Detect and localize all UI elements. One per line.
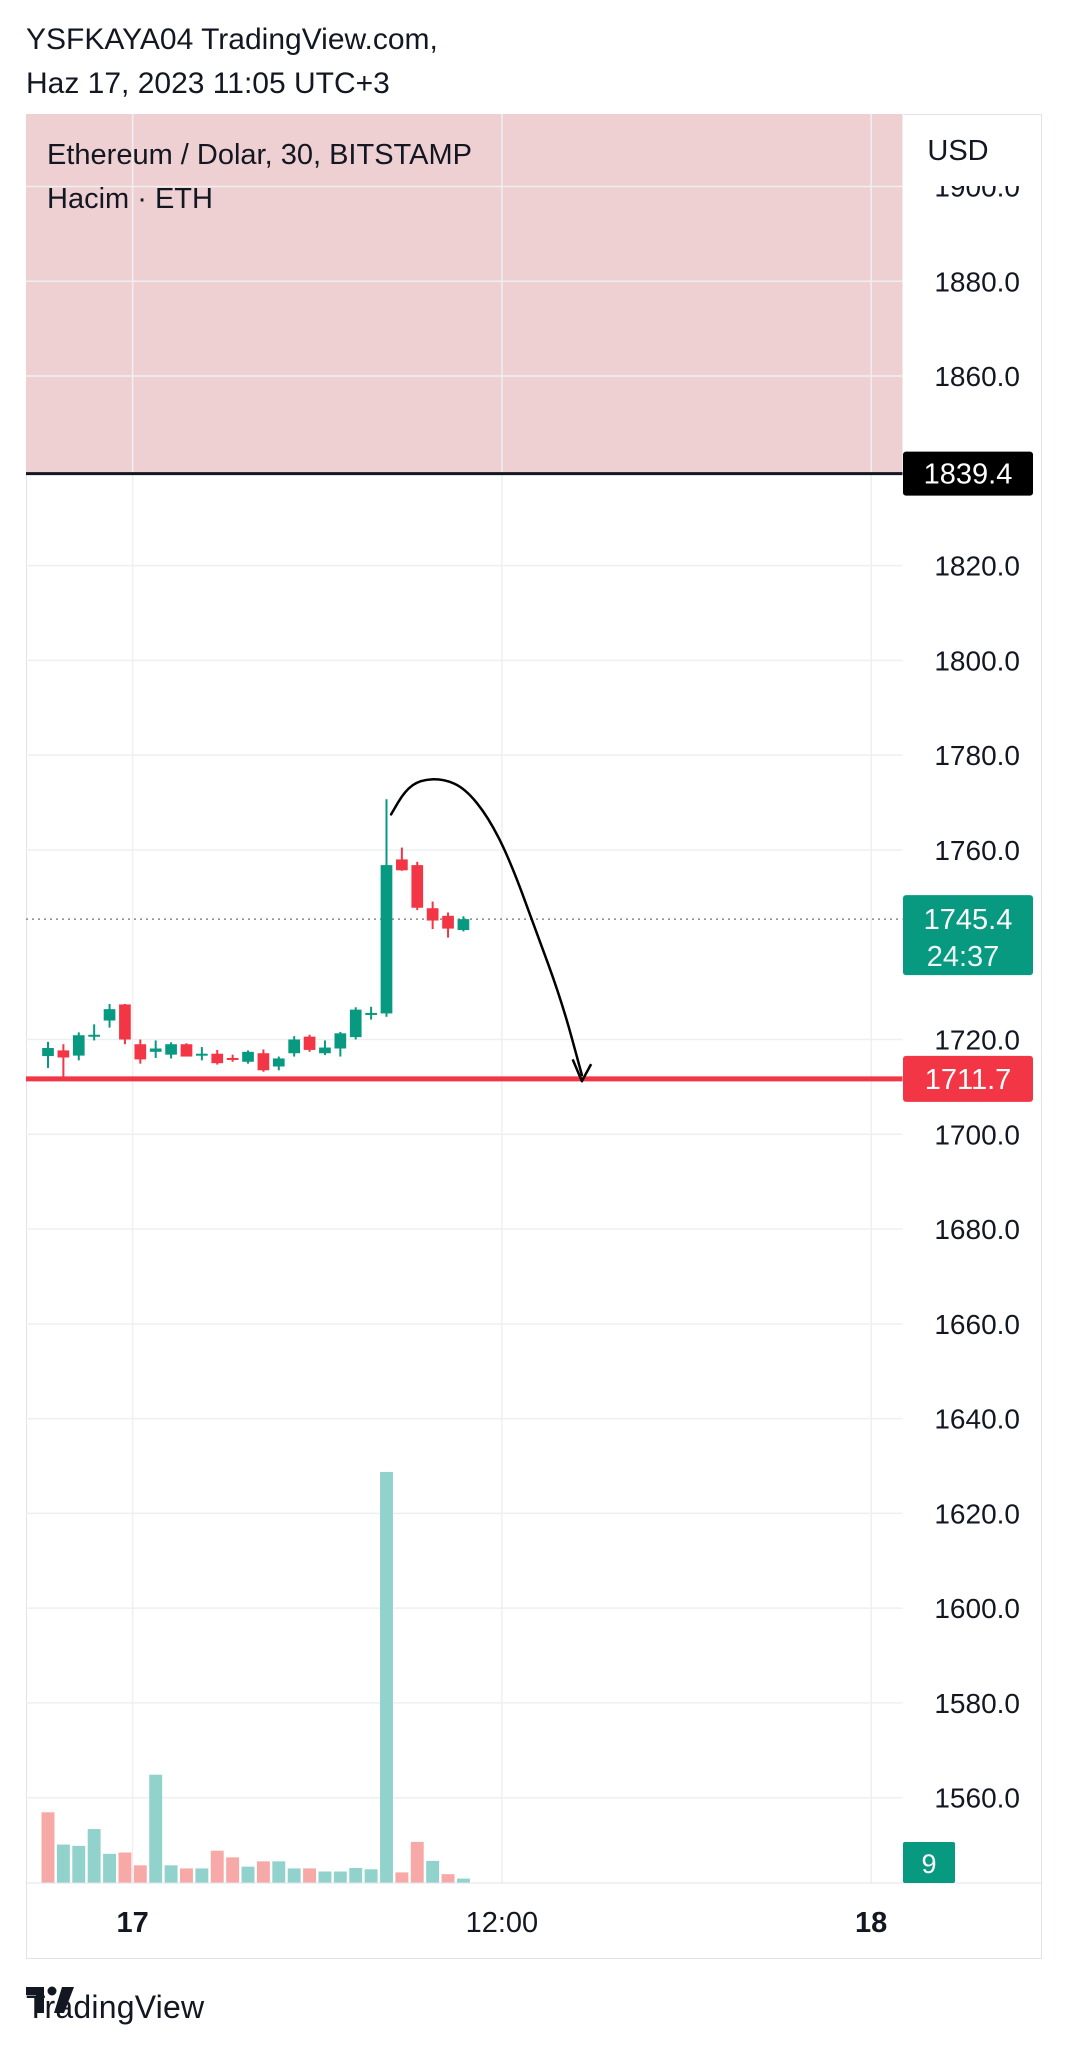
volume-legend: Hacim · ETH (47, 183, 213, 215)
candle-body (365, 1012, 377, 1015)
price-tick-label: 1820.0 (934, 551, 1020, 582)
time-tick-label: 18 (855, 1907, 887, 1939)
volume-bar (103, 1853, 117, 1883)
support-price-badge (903, 1055, 1033, 1102)
price-tick-label: 1800.0 (934, 645, 1020, 676)
candle-body (457, 919, 470, 931)
plot-area (26, 114, 903, 1883)
volume-bar (133, 1865, 147, 1883)
volume-bar (287, 1868, 301, 1883)
candle-body (196, 1053, 208, 1056)
candle-body (165, 1044, 177, 1055)
last-price-label: 1745.4 (924, 904, 1013, 936)
footer-brand: TradingView (26, 1985, 204, 2029)
candle-body (242, 1051, 254, 1062)
tradingview-logo-icon (26, 1986, 74, 2013)
candle-body (288, 1039, 301, 1054)
resistance-price-badge (903, 451, 1033, 496)
volume-bar (241, 1866, 255, 1883)
price-tick-label: 1680.0 (934, 1214, 1020, 1245)
candle-body (88, 1034, 101, 1037)
candle-body (211, 1053, 224, 1064)
candle-body (380, 865, 393, 1014)
volume-bar (410, 1841, 424, 1883)
currency-label: USD (927, 135, 988, 167)
candle-body (226, 1057, 239, 1060)
volume-bar (364, 1869, 378, 1883)
symbol-legend: Ethereum / Dolar, 30, BITSTAMP (47, 139, 472, 171)
candle-body (103, 1009, 116, 1021)
volume-bar (195, 1868, 209, 1883)
candle-body (180, 1044, 193, 1057)
drawing-arrowhead (571, 1058, 593, 1083)
time-tick-label: 17 (116, 1907, 148, 1939)
volume-bar (272, 1861, 286, 1883)
price-tick-label: 1560.0 (934, 1783, 1020, 1814)
footer-brand-label: TradingView (26, 1988, 205, 2025)
resistance-price-label: 1839.4 (924, 459, 1013, 491)
candle-body (442, 915, 454, 929)
price-tick-label: 1620.0 (934, 1498, 1020, 1529)
volume-badge (903, 1842, 955, 1883)
price-tick-label: 1780.0 (934, 740, 1020, 771)
candle-body (349, 1009, 362, 1038)
author-line: YSFKAYA04 TradingView.com, (26, 23, 438, 56)
price-tick-label: 1720.0 (934, 1024, 1020, 1055)
volume-bar (256, 1861, 270, 1883)
volume-bar (456, 1878, 470, 1883)
candle-body (149, 1048, 162, 1052)
volume-bar (226, 1857, 240, 1883)
price-tick-label: 1880.0 (934, 266, 1020, 297)
volume-bar (87, 1829, 101, 1883)
price-tick-label: 1600.0 (934, 1593, 1020, 1624)
volume-bar (164, 1865, 178, 1883)
volume-bar (149, 1774, 163, 1883)
candle-body (134, 1044, 147, 1060)
price-tick-label: 1660.0 (934, 1309, 1020, 1340)
candle-body (411, 865, 424, 908)
last-price-badge (903, 895, 1033, 976)
candle-body (303, 1036, 316, 1050)
support-price-label: 1711.7 (925, 1064, 1012, 1096)
volume-bar (180, 1868, 193, 1883)
volume-bar (333, 1871, 347, 1883)
price-tick-label: 1640.0 (934, 1404, 1020, 1435)
candle-body (57, 1050, 70, 1058)
candle-body (257, 1053, 270, 1071)
resistance-zone (26, 114, 903, 474)
volume-bar (349, 1867, 363, 1883)
volume-bar (441, 1874, 455, 1883)
price-tick-label: 1700.0 (934, 1119, 1020, 1150)
volume-bar (395, 1872, 409, 1883)
volume-bar (303, 1868, 317, 1883)
volume-badge-label: 9 (921, 1849, 936, 1879)
price-tick-label: 1860.0 (934, 361, 1020, 392)
candle-body (72, 1035, 85, 1056)
drawing-arc (389, 778, 584, 1077)
countdown-label: 24:37 (927, 941, 1000, 973)
volume-bar (380, 1471, 393, 1883)
candle-body (396, 859, 408, 871)
price-tick-label: 1760.0 (934, 835, 1020, 866)
candle-body (119, 1004, 131, 1040)
currency-label-bg (905, 116, 1040, 186)
volume-bar (56, 1844, 70, 1883)
volume-bar (426, 1860, 440, 1883)
volume-bar (41, 1812, 55, 1883)
candle-body (334, 1033, 347, 1049)
volume-bar (318, 1871, 332, 1883)
timestamp-line: Haz 17, 2023 11:05 UTC+3 (26, 67, 390, 100)
volume-bar (118, 1852, 132, 1883)
volume-bar (72, 1845, 86, 1883)
price-tick-label: 1580.0 (934, 1688, 1020, 1719)
candle-body (426, 908, 439, 921)
volume-bar (210, 1850, 224, 1883)
time-tick-label: 12:00 (466, 1907, 539, 1939)
candle-body (272, 1058, 285, 1067)
candle-body (319, 1047, 331, 1054)
candle-body (42, 1048, 54, 1057)
